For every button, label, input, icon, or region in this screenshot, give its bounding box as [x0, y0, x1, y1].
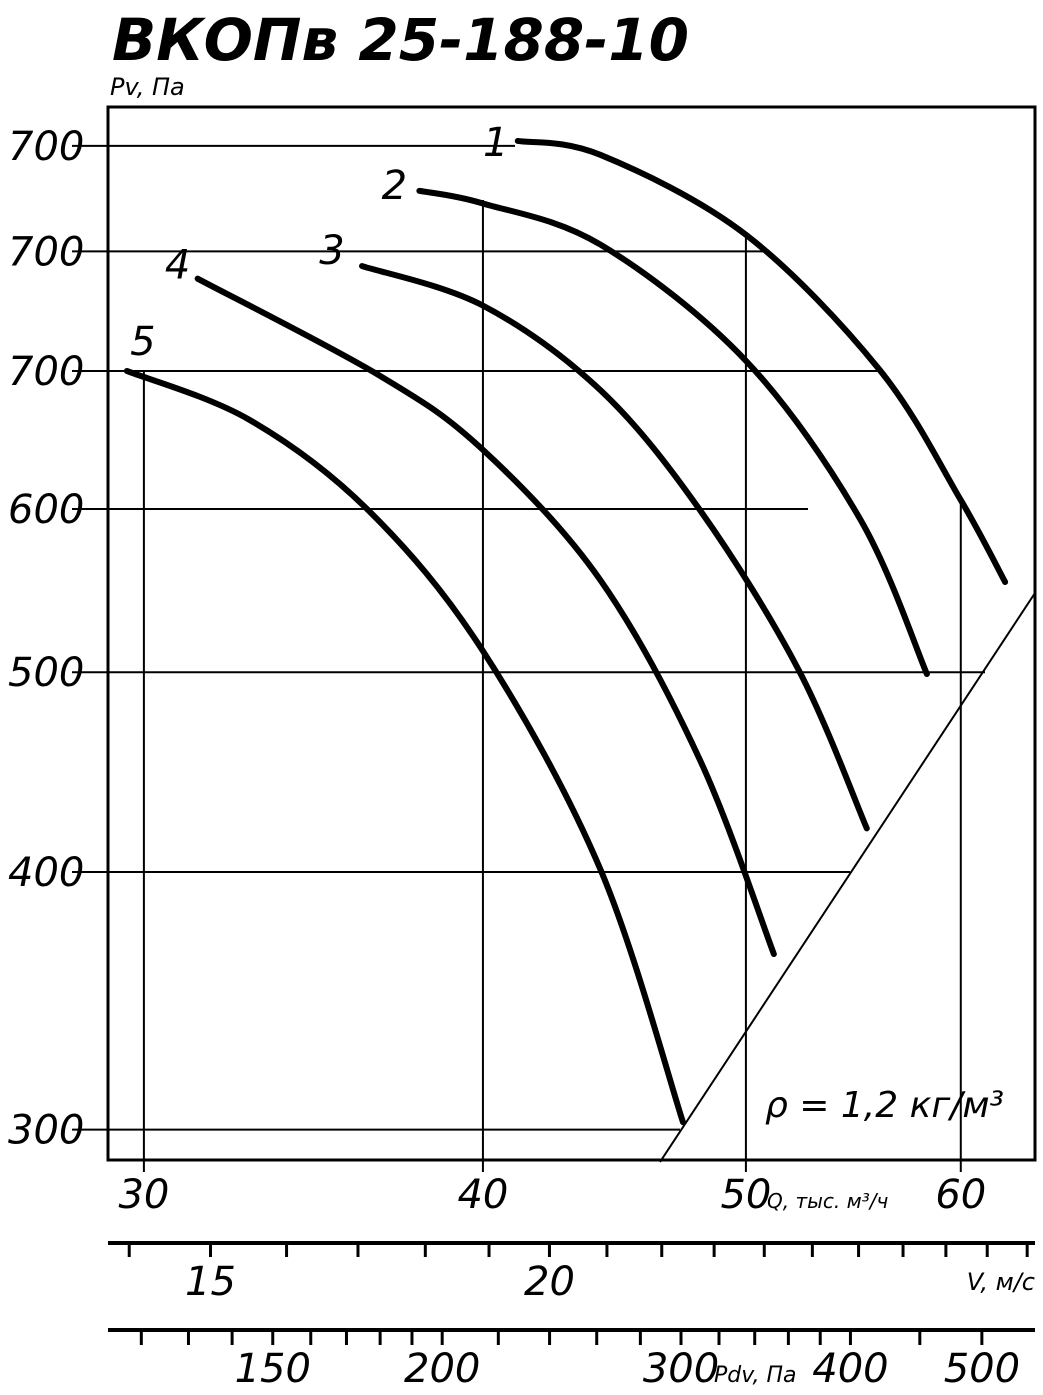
curve-label: 4: [165, 243, 190, 289]
curve-label: 1: [483, 120, 508, 166]
x-tick-label: 30: [118, 1172, 169, 1218]
x-axis-label: Q, тыс. м³/ч: [767, 1189, 888, 1213]
y-tick-label: 700: [8, 349, 84, 395]
tick-label: 200: [404, 1346, 480, 1392]
y-axis-label: Pv, Па: [110, 73, 185, 101]
x-tick-label: 60: [935, 1172, 986, 1218]
y-tick-label: 400: [8, 850, 84, 896]
y-tick-label: 300: [8, 1108, 84, 1154]
tick-label: 400: [812, 1346, 888, 1392]
curve: [359, 263, 870, 832]
limit-line: [659, 592, 1036, 1163]
tick-label: 500: [944, 1346, 1020, 1392]
curve-label: 3: [319, 228, 344, 274]
tick-label: 300: [643, 1346, 719, 1392]
y-tick-label: 700: [8, 229, 84, 275]
v-axis-label: V, м/с: [967, 1268, 1035, 1296]
x-tick-label: 50: [720, 1172, 771, 1218]
curve: [514, 137, 1009, 586]
pdv-axis-label: Pdv, Па: [714, 1363, 796, 1388]
curve: [416, 187, 930, 678]
tick-label: 150: [235, 1346, 311, 1392]
curve: [123, 367, 686, 1126]
y-tick-label: 500: [8, 650, 84, 696]
curve-label: 2: [382, 163, 407, 209]
x-tick-label: 40: [457, 1172, 508, 1218]
tick-label: 20: [524, 1259, 575, 1305]
chart-title: ВКОПв 25-188-10: [112, 6, 689, 74]
plot-frame: [106, 105, 1037, 1162]
y-tick-label: 700: [8, 124, 84, 170]
curve-label: 5: [130, 319, 155, 365]
tick-label: 15: [185, 1259, 236, 1305]
density-annotation: ρ = 1,2 кг/м³: [765, 1085, 1004, 1126]
y-tick-label: 600: [8, 487, 84, 533]
curve: [194, 275, 777, 958]
